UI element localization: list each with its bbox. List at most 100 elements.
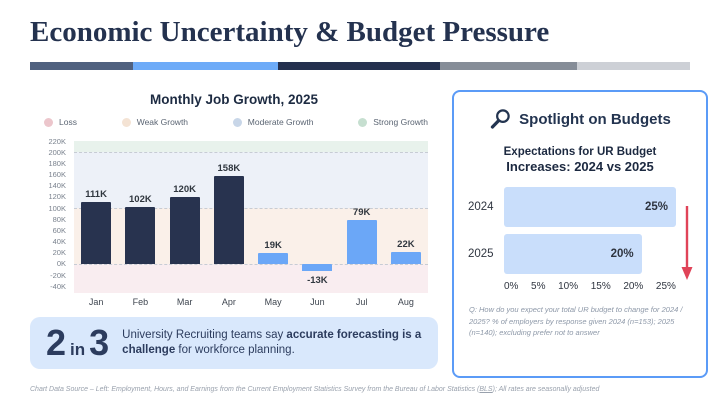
y-tick-label: 220K bbox=[48, 136, 66, 146]
stat-text: University Recruiting teams say accurate… bbox=[122, 328, 422, 358]
job-growth-chart-title: Monthly Job Growth, 2025 bbox=[149, 92, 319, 107]
bar-value-label: 158K bbox=[217, 162, 241, 174]
stat-text-segment: for workforce planning. bbox=[175, 344, 295, 356]
y-tick-label: 120K bbox=[48, 192, 66, 202]
bar-value-label: 102K bbox=[129, 193, 152, 205]
budget-bar-2025: 20% bbox=[504, 234, 642, 274]
spotlight-subtitle-line1: Expectations for UR Budget bbox=[503, 146, 657, 158]
bar-value-label: -13K bbox=[307, 275, 328, 287]
spotlight-header: Spotlight on Budgets bbox=[454, 108, 706, 131]
x-tick-label: Jan bbox=[88, 297, 104, 307]
bar-mar bbox=[169, 196, 200, 264]
budget-row-2024: 2024 25% bbox=[468, 187, 676, 227]
spotlight-footnote: Q: How do you expect your total UR budge… bbox=[469, 305, 683, 338]
stat-text-segment: University Recruiting teams say bbox=[122, 329, 287, 342]
budget-x-tick-label: 20% bbox=[623, 281, 644, 292]
legend-item-moderate-growth: Moderate Growth bbox=[232, 117, 314, 127]
y-tick-label: 200K bbox=[48, 147, 66, 157]
gridline-200 bbox=[74, 152, 428, 154]
y-tick-label: 60K bbox=[52, 225, 66, 235]
x-tick-label: Aug bbox=[397, 297, 414, 307]
budget-bar-value: 20% bbox=[610, 248, 634, 260]
accent-bar-segment bbox=[30, 62, 133, 70]
bar-may bbox=[258, 253, 289, 264]
magnifier-icon bbox=[490, 109, 510, 129]
legend-label: Moderate Growth bbox=[247, 117, 314, 127]
budget-x-tick-label: 10% bbox=[558, 281, 579, 292]
legend-swatch-icon bbox=[44, 117, 53, 127]
spotlight-subtitle: Expectations for UR Budget Increases: 20… bbox=[454, 146, 706, 174]
accent-bar bbox=[30, 62, 690, 70]
y-tick-label: 80K bbox=[52, 214, 66, 224]
band-loss bbox=[74, 263, 428, 293]
stat-denominator: 3 bbox=[89, 322, 110, 363]
bar-apr bbox=[213, 175, 244, 264]
band-strong-growth bbox=[74, 141, 428, 153]
legend-label: Weak Growth bbox=[136, 117, 189, 127]
x-tick-label: Feb bbox=[132, 297, 149, 307]
spotlight-title: Spotlight on Budgets bbox=[519, 111, 671, 128]
budget-x-tick-label: 5% bbox=[531, 281, 546, 292]
legend-item-strong-growth: Strong Growth bbox=[358, 117, 428, 127]
legend-label: Strong Growth bbox=[373, 117, 428, 127]
y-tick-label: 160K bbox=[48, 170, 66, 180]
legend-label: Loss bbox=[59, 117, 77, 127]
bls-link[interactable]: BLS bbox=[479, 386, 493, 393]
budget-bar-track: 25% bbox=[504, 187, 676, 227]
x-tick-label: Mar bbox=[176, 297, 193, 307]
budget-xaxis: 0% 5% 10% 15% 20% 25% bbox=[504, 281, 676, 292]
x-tick-label: Jul bbox=[355, 297, 368, 307]
bar-value-label: 22K bbox=[397, 238, 415, 250]
trend-arrow-down-icon bbox=[681, 206, 693, 280]
stat-text-segment: accurate forecasting is a challenge bbox=[122, 329, 422, 356]
trend-arrow-column bbox=[676, 187, 698, 292]
bar-value-label: 79K bbox=[352, 206, 371, 218]
bar-aug bbox=[390, 251, 421, 264]
budget-category-label: 2024 bbox=[468, 201, 494, 213]
budget-x-tick-label: 0% bbox=[504, 281, 519, 292]
accent-bar-segment bbox=[278, 62, 440, 70]
y-tick-label: -40K bbox=[50, 281, 66, 291]
accent-bar-segment bbox=[577, 62, 690, 70]
bar-value-label: 19K bbox=[264, 240, 282, 252]
y-tick-label: 0K bbox=[56, 259, 66, 269]
spotlight-subtitle-line2: Increases: 2024 vs 2025 bbox=[506, 159, 654, 174]
legend-swatch-icon bbox=[358, 117, 368, 127]
job-growth-plot: 111K 102K 120K 158K 19K -13K 79K 22K bbox=[74, 141, 428, 293]
band-moderate-growth bbox=[74, 152, 428, 209]
spotlight-card: Spotlight on Budgets Expectations for UR… bbox=[452, 90, 708, 378]
stat-figure: 2 in 3 bbox=[46, 325, 109, 361]
legend-swatch-icon bbox=[121, 117, 131, 127]
budget-x-tick-label: 25% bbox=[655, 281, 676, 292]
source-text-suffix: ); All rates are seasonally adjusted bbox=[492, 386, 600, 393]
x-tick-label: Jun bbox=[310, 297, 325, 307]
y-tick-label: 140K bbox=[48, 181, 66, 191]
budget-bar-value: 25% bbox=[644, 201, 668, 213]
bar-value-label: 111K bbox=[85, 188, 107, 200]
budget-chart: 2024 25% 2025 20% 0% 5% 10% 15% 20% bbox=[454, 187, 706, 292]
gridline-0 bbox=[74, 263, 428, 265]
bar-jun bbox=[302, 263, 333, 272]
y-tick-label: 100K bbox=[48, 203, 66, 213]
bar-feb bbox=[125, 206, 156, 264]
stat-numerator: 2 bbox=[46, 322, 67, 363]
chart-legend: Loss Weak Growth Moderate Growth Strong Gro… bbox=[30, 117, 438, 127]
y-tick-label: -20K bbox=[50, 270, 66, 280]
budget-bar-track: 20% bbox=[504, 234, 676, 274]
bar-jul bbox=[346, 219, 377, 264]
job-growth-chart: 220K 200K 180K 160K 140K 120K 100K 80K 60K 40K 20K… bbox=[30, 137, 438, 313]
job-growth-section: Monthly Job Growth, 2025 Loss Weak Growth… bbox=[30, 92, 438, 313]
gridline-100 bbox=[74, 208, 428, 210]
budget-category-label: 2025 bbox=[468, 248, 494, 260]
y-tick-label: 180K bbox=[48, 158, 66, 168]
y-tick-label: 40K bbox=[52, 237, 66, 247]
x-tick-label: May bbox=[264, 297, 282, 307]
x-tick-label: Apr bbox=[221, 297, 236, 307]
legend-item-weak-growth: Weak Growth bbox=[121, 117, 189, 127]
stat-callout: 2 in 3 University Recruiting teams say a… bbox=[30, 317, 438, 369]
budget-row-2025: 2025 20% bbox=[468, 234, 676, 274]
job-growth-xaxis: Jan Feb Mar Apr May Jun Jul Aug bbox=[74, 297, 428, 307]
budget-bar-2024: 25% bbox=[504, 187, 676, 227]
legend-item-loss: Loss bbox=[44, 117, 77, 127]
